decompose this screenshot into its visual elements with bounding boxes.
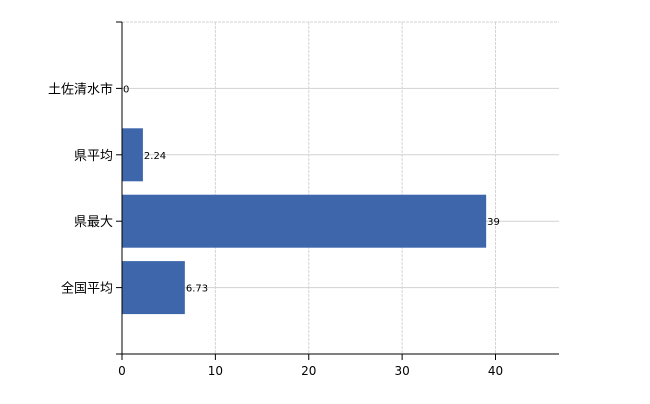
y-tick-label: 土佐清水市 — [48, 81, 113, 97]
y-tick-label: 全国平均 — [61, 281, 113, 297]
data-label: 0 — [123, 84, 129, 95]
x-tick-label: 30 — [394, 364, 409, 378]
bar — [122, 128, 143, 182]
bar — [122, 194, 487, 248]
y-tick-label: 県平均 — [74, 149, 113, 164]
x-tick-label: 10 — [208, 364, 223, 378]
x-tick-label: 40 — [488, 364, 503, 378]
data-label: 39 — [487, 217, 500, 228]
y-tick-label: 県最大 — [74, 215, 113, 230]
data-label: 6.73 — [186, 284, 208, 295]
bar — [122, 261, 185, 315]
x-tick-label: 0 — [118, 364, 126, 378]
x-tick-label: 20 — [301, 364, 316, 378]
data-label: 2.24 — [144, 151, 166, 162]
